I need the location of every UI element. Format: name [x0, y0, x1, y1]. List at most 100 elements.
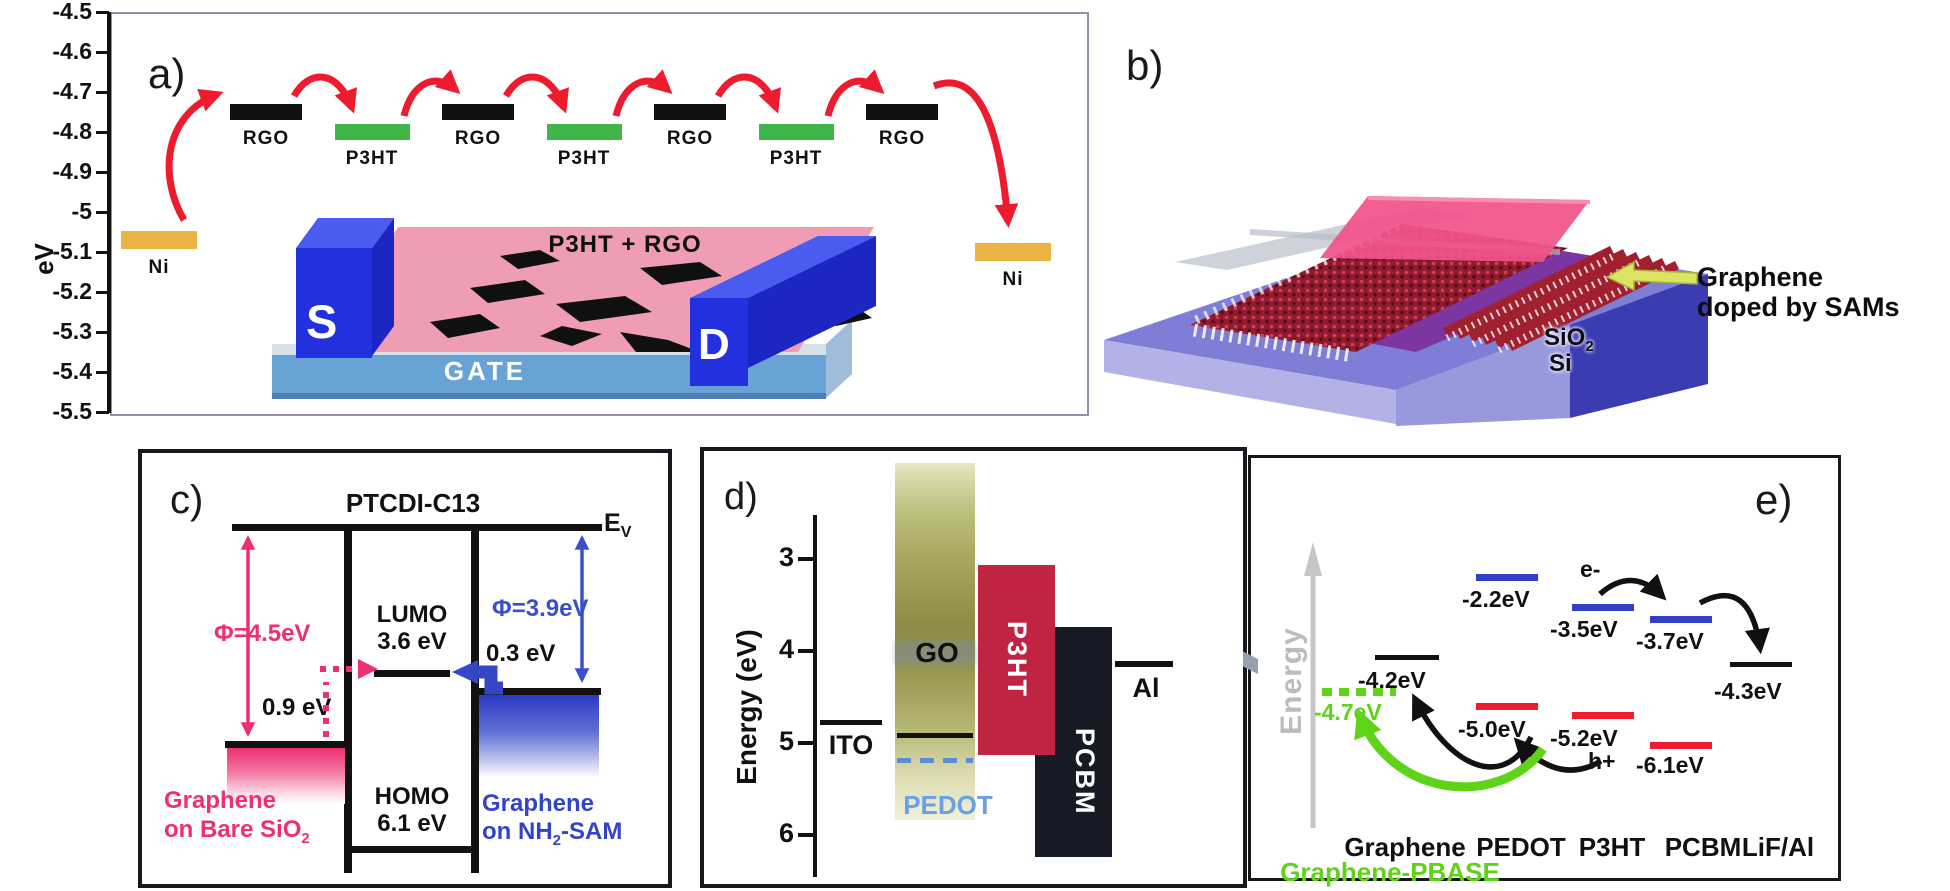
level-label-ni: Ni [1002, 269, 1024, 290]
go-level-line [897, 733, 973, 738]
channel-label: P3HT + RGO [548, 231, 702, 258]
graphene-sam-label: Graphene on NH2-SAM [482, 790, 623, 849]
graphene-bare-label: Graphene on Bare SiO2 [164, 787, 310, 847]
sio2-label: SiO2 [1544, 324, 1594, 355]
workfunction-bare-label: Φ=4.5eV [214, 620, 311, 647]
level-value-pedot-homo: -5.0eV [1458, 716, 1526, 742]
panel-d-y-axis [813, 515, 817, 877]
panel-d-letter: d) [724, 476, 758, 518]
panel-d-tick-mark [798, 833, 814, 837]
level-label-ni: Ni [148, 257, 170, 278]
gate-side-face [826, 320, 852, 398]
hole-arrow-to-graphene-pbase [1354, 708, 1547, 792]
homo-value: 6.1 eV [377, 810, 447, 837]
panel-c-letter: c) [170, 478, 204, 522]
electron-arrow-pcbm-to-lifal [1698, 592, 1770, 655]
vacuum-level-label: EV [604, 509, 632, 541]
level-line-pedot-homo [1476, 703, 1538, 710]
level-value-p3ht-homo: -5.2eV [1550, 725, 1618, 751]
panel-a-tick-mark [96, 290, 109, 294]
panel-a-tick-mark [96, 170, 109, 174]
electron-carrier-label: e- [1580, 556, 1601, 582]
panel-a-frame [110, 12, 1089, 416]
level-value-pcbm-lumo: -3.7eV [1636, 628, 1704, 654]
substrate-front-right-face [1396, 325, 1570, 426]
panel-d-tick-mark [798, 649, 814, 653]
energy-axis-arrow-icon [1304, 542, 1322, 828]
graphene-bare-block [227, 748, 345, 804]
graphene-sam-fermi-line [479, 688, 601, 695]
panel-c-frame [138, 449, 672, 888]
level-label-rgo: RGO [666, 128, 714, 149]
level-line-pcbm-lumo [1650, 616, 1712, 623]
sam-pointer-arrow-icon [1605, 260, 1698, 292]
level-line-pedot-lumo [1476, 574, 1538, 581]
panel-d-tick-mark [798, 557, 814, 561]
level-label-p3ht: P3HT [769, 148, 823, 169]
si-label: Si [1549, 350, 1572, 377]
panel-a-tick-label: -5.5 [52, 398, 92, 424]
level-value-p3ht-lumo: -3.5eV [1550, 616, 1618, 642]
electron-transfer-block-arrow-icon [452, 660, 503, 695]
level-value-pcbm-homo: -6.1eV [1636, 752, 1704, 778]
graphene-top-sheet [1320, 196, 1590, 262]
panel-a-y-axis [107, 12, 111, 413]
panel-a-tick-label: -5.4 [52, 358, 92, 384]
level-line-pcbm-homo [1650, 742, 1712, 749]
level-bar-ni [975, 243, 1051, 261]
hole-arrow-pedot-to-graphene [1412, 693, 1534, 770]
level-value-pedot-lumo: -2.2eV [1462, 586, 1530, 612]
level-bar-rgo [866, 104, 938, 120]
level-bar-rgo [230, 104, 302, 120]
level-label-rgo: RGO [242, 128, 290, 149]
panel-e-energy-axis-label: Energy [1275, 627, 1308, 735]
level-line-p3ht-lumo [1572, 604, 1634, 611]
panel-a-tick-mark [96, 50, 109, 54]
material-label-graphene-pbase: Graphene-PBASE [1280, 857, 1500, 887]
level-bar-p3ht [546, 124, 622, 140]
pedot-label: PEDOT [903, 790, 993, 820]
level-label-rgo: RGO [878, 128, 926, 149]
panel-b-annotation: Graphene doped by SAMs [1697, 262, 1900, 322]
material-label-pcbm: PCBM [1664, 832, 1742, 862]
panel-a-tick-mark [96, 370, 109, 374]
panel-a-tick-mark [96, 330, 109, 334]
level-line-graphene-wf [1375, 655, 1439, 660]
panel-e-edge-artifact [1243, 651, 1258, 674]
hole-arrow-p3ht-to-pedot [1513, 737, 1603, 773]
panel-a-tick-mark [96, 130, 109, 134]
level-bar-p3ht [334, 124, 410, 140]
drain-front-face [690, 298, 748, 386]
panel-d-tick-label: 6 [778, 818, 794, 848]
graphene-sam-block [479, 695, 599, 777]
panel-b-letter: b) [1126, 42, 1164, 89]
panel-a-tick-mark [96, 210, 109, 214]
source-label: S [306, 295, 338, 348]
material-label-p3ht: P3HT [1578, 832, 1646, 862]
barrier-sam-label: 0.3 eV [486, 640, 556, 667]
vacuum-level-line [232, 524, 602, 531]
graphene-bare-fermi-line [225, 741, 345, 748]
drain-top-face [690, 236, 876, 298]
panel-a-tick-label: -5.3 [52, 318, 92, 344]
gate-bottom-edge [272, 393, 826, 399]
panel-d-tick-mark [798, 741, 814, 745]
go-label: GO [915, 637, 959, 668]
source-front-face [296, 248, 372, 358]
panel-a-tick-mark [96, 10, 109, 14]
level-bar-p3ht [758, 124, 834, 140]
electron-transfer-dotted-arrow-icon [320, 659, 378, 737]
level-value-lif-al-wf: -4.3eV [1714, 678, 1782, 704]
level-value-graphene-pbase-wf: -4.7eV [1314, 699, 1382, 725]
barrier-bare-label: 0.9 eV [262, 694, 332, 721]
level-label-p3ht: P3HT [345, 148, 399, 169]
level-label-p3ht: P3HT [557, 148, 611, 169]
panel-a-tick-mark [96, 90, 109, 94]
homo-title: HOMO [374, 783, 450, 810]
panel-a-tick-label: -4.6 [52, 38, 92, 64]
